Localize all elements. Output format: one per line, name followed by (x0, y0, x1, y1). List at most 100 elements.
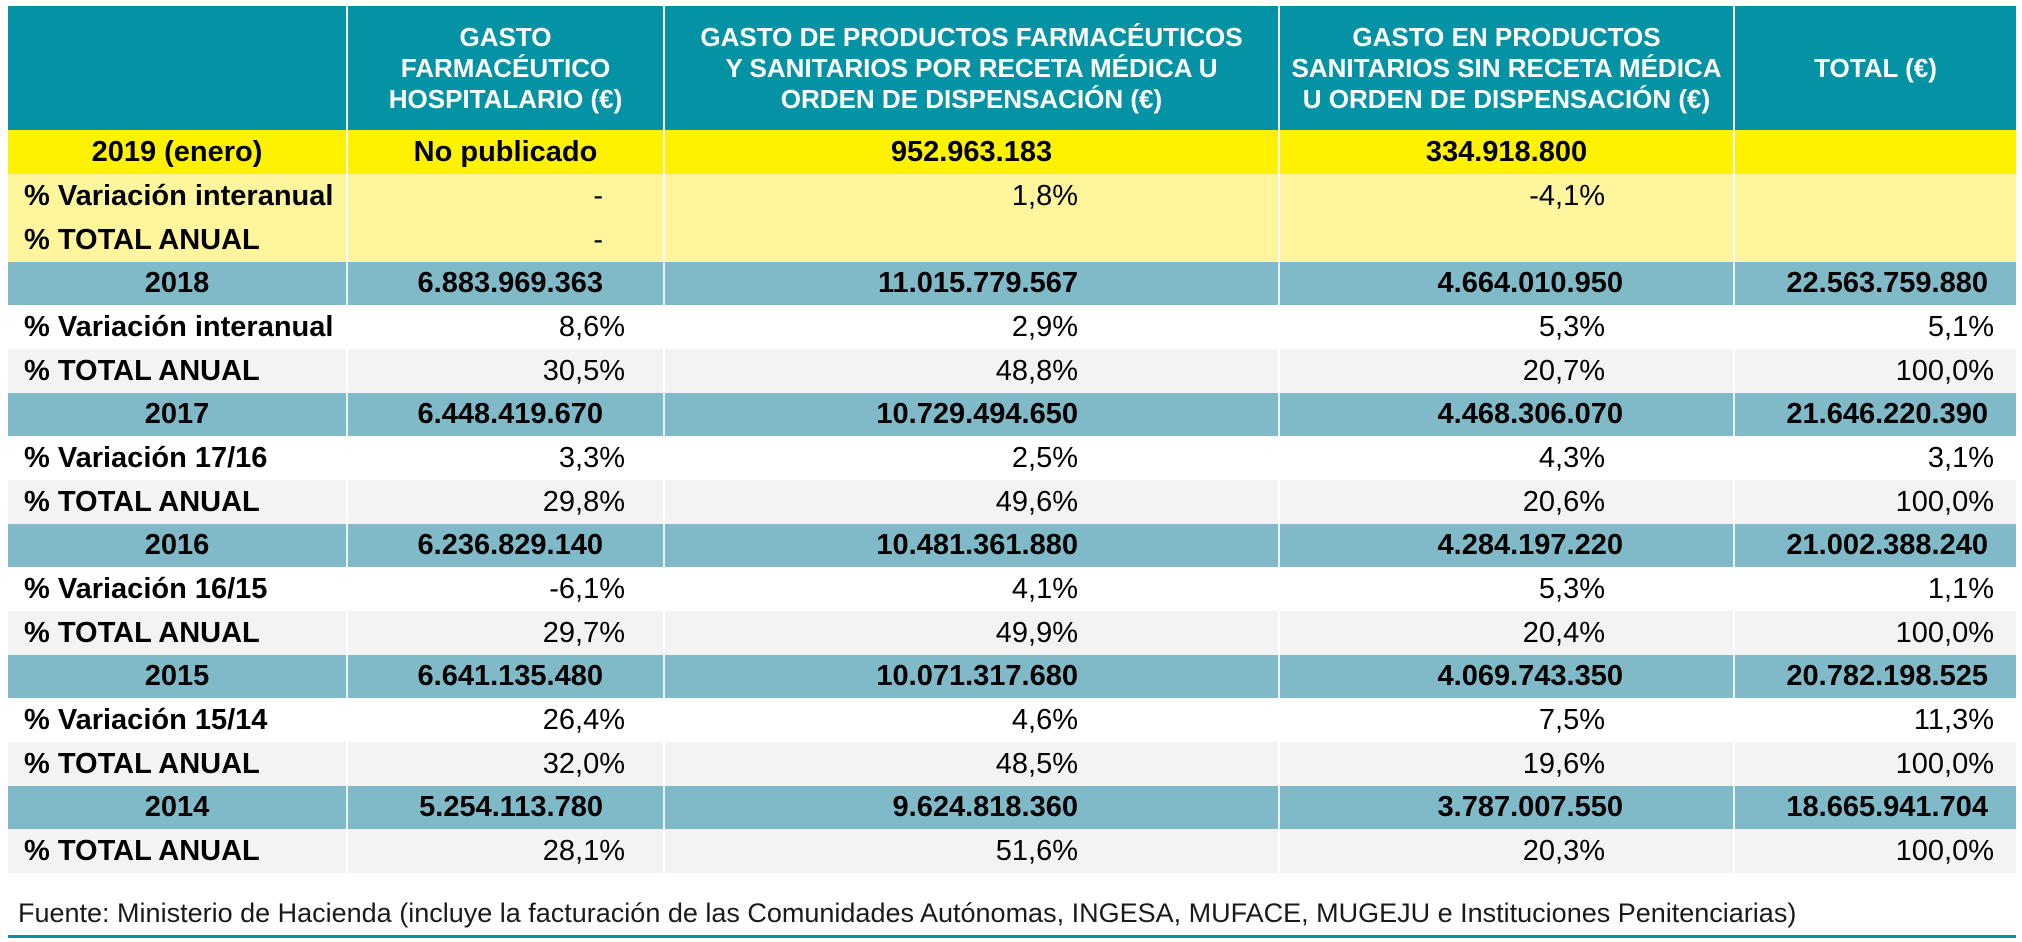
receta-value: 11.015.779.567 (663, 262, 1279, 305)
receta-pct: 4,1% (663, 567, 1279, 611)
receta-value: 952.963.183 (663, 130, 1279, 174)
total-pct: 1,1% (1733, 567, 2016, 611)
data-row: % Variación 17/16 3,3% 2,5% 4,3% 3,1% (8, 436, 2016, 480)
row-label: % Variación 17/16 (8, 436, 347, 480)
hospital-variation: - (346, 174, 664, 218)
total-pct: 100,0% (1733, 829, 2016, 873)
row-2019-total-anual: % TOTAL ANUAL - (8, 218, 2016, 262)
data-row: % TOTAL ANUAL 29,7% 49,9% 20,4% 100,0% (8, 611, 2016, 655)
year-label: 2018 (8, 262, 347, 305)
total-value (1733, 130, 2016, 174)
hospital-pct: 3,3% (346, 436, 664, 480)
pharma-expenditure-table: GASTO FARMACÉUTICO HOSPITALARIO (€) GAST… (8, 6, 2016, 873)
sin-receta-variation: -4,1% (1278, 174, 1734, 218)
header-row: GASTO FARMACÉUTICO HOSPITALARIO (€) GAST… (8, 6, 2016, 130)
data-row: % Variación 16/15 -6,1% 4,1% 5,3% 1,1% (8, 567, 2016, 611)
total-value: 22.563.759.880 (1733, 262, 2016, 305)
year-label: 2016 (8, 524, 347, 567)
receta-pct: 48,8% (663, 349, 1279, 393)
header-total: TOTAL (€) (1733, 6, 2016, 130)
sin-receta-value: 4.069.743.350 (1278, 655, 1734, 698)
header-hospital: GASTO FARMACÉUTICO HOSPITALARIO (€) (346, 6, 664, 130)
sin-receta-pct: 5,3% (1278, 567, 1734, 611)
total-variation (1733, 174, 2016, 218)
hospital-pct: 29,7% (346, 611, 664, 655)
total-value: 18.665.941.704 (1733, 786, 2016, 829)
hospital-value: No publicado (346, 130, 664, 174)
sin-receta-pct: 20,3% (1278, 829, 1734, 873)
receta-pct: 2,5% (663, 436, 1279, 480)
sin-receta-pct: 4,3% (1278, 436, 1734, 480)
sin-receta-total-anual (1278, 218, 1734, 262)
sin-receta-value: 4.664.010.950 (1278, 262, 1734, 305)
total-total-anual (1733, 218, 2016, 262)
row-label: % TOTAL ANUAL (8, 829, 347, 873)
receta-pct: 49,6% (663, 480, 1279, 524)
year-label: 2017 (8, 393, 347, 436)
receta-value: 9.624.818.360 (663, 786, 1279, 829)
expenditure-table-container: GASTO FARMACÉUTICO HOSPITALARIO (€) GAST… (8, 6, 2016, 873)
header-receta: GASTO DE PRODUCTOS FARMACÉUTICOS Y SANIT… (663, 6, 1279, 130)
sin-receta-value: 3.787.007.550 (1278, 786, 1734, 829)
total-value: 21.002.388.240 (1733, 524, 2016, 567)
year-row: 2015 6.641.135.480 10.071.317.680 4.069.743… (8, 655, 2016, 698)
header-corner (8, 6, 347, 130)
receta-value: 10.729.494.650 (663, 393, 1279, 436)
hospital-value: 5.254.113.780 (346, 786, 664, 829)
bottom-rule (8, 935, 2016, 938)
total-pct: 100,0% (1733, 742, 2016, 786)
row-label: % TOTAL ANUAL (8, 218, 347, 262)
data-row: % TOTAL ANUAL 29,8% 49,6% 20,6% 100,0% (8, 480, 2016, 524)
year-row: 2016 6.236.829.140 10.481.361.880 4.284.197… (8, 524, 2016, 567)
row-label: % Variación 16/15 (8, 567, 347, 611)
data-row: % TOTAL ANUAL 30,5% 48,8% 20,7% 100,0% (8, 349, 2016, 393)
receta-variation: 1,8% (663, 174, 1279, 218)
sin-receta-value: 334.918.800 (1278, 130, 1734, 174)
year-row: 2017 6.448.419.670 10.729.494.650 4.468.306… (8, 393, 2016, 436)
hospital-value: 6.448.419.670 (346, 393, 664, 436)
row-label: % Variación interanual (8, 174, 347, 218)
sin-receta-value: 4.468.306.070 (1278, 393, 1734, 436)
year-label: 2019 (enero) (8, 130, 347, 174)
receta-value: 10.071.317.680 (663, 655, 1279, 698)
row-label: % Variación 15/14 (8, 698, 347, 742)
total-pct: 100,0% (1733, 611, 2016, 655)
row-label: % Variación interanual (8, 305, 347, 349)
hospital-value: 6.236.829.140 (346, 524, 664, 567)
sin-receta-pct: 5,3% (1278, 305, 1734, 349)
total-value: 21.646.220.390 (1733, 393, 2016, 436)
receta-pct: 48,5% (663, 742, 1279, 786)
year-label: 2014 (8, 786, 347, 829)
hospital-pct: 8,6% (346, 305, 664, 349)
receta-pct: 51,6% (663, 829, 1279, 873)
total-pct: 100,0% (1733, 349, 2016, 393)
sin-receta-value: 4.284.197.220 (1278, 524, 1734, 567)
hospital-pct: -6,1% (346, 567, 664, 611)
row-label: % TOTAL ANUAL (8, 611, 347, 655)
sin-receta-pct: 19,6% (1278, 742, 1734, 786)
year-row: 2014 5.254.113.780 9.624.818.360 3.787.007.… (8, 786, 2016, 829)
hospital-pct: 26,4% (346, 698, 664, 742)
data-row: % Variación 15/14 26,4% 4,6% 7,5% 11,3% (8, 698, 2016, 742)
total-pct: 11,3% (1733, 698, 2016, 742)
sin-receta-pct: 20,6% (1278, 480, 1734, 524)
receta-total-anual (663, 218, 1279, 262)
hospital-total-anual: - (346, 218, 664, 262)
sin-receta-pct: 20,4% (1278, 611, 1734, 655)
row-label: % TOTAL ANUAL (8, 480, 347, 524)
row-label: % TOTAL ANUAL (8, 742, 347, 786)
data-row: % TOTAL ANUAL 32,0% 48,5% 19,6% 100,0% (8, 742, 2016, 786)
receta-pct: 4,6% (663, 698, 1279, 742)
total-pct: 5,1% (1733, 305, 2016, 349)
year-label: 2015 (8, 655, 347, 698)
sin-receta-pct: 20,7% (1278, 349, 1734, 393)
receta-value: 10.481.361.880 (663, 524, 1279, 567)
sin-receta-pct: 7,5% (1278, 698, 1734, 742)
total-value: 20.782.198.525 (1733, 655, 2016, 698)
receta-pct: 49,9% (663, 611, 1279, 655)
row-label: % TOTAL ANUAL (8, 349, 347, 393)
hospital-value: 6.641.135.480 (346, 655, 664, 698)
year-row: 2018 6.883.969.363 11.015.779.567 4.664.010… (8, 262, 2016, 305)
hospital-value: 6.883.969.363 (346, 262, 664, 305)
hospital-pct: 32,0% (346, 742, 664, 786)
